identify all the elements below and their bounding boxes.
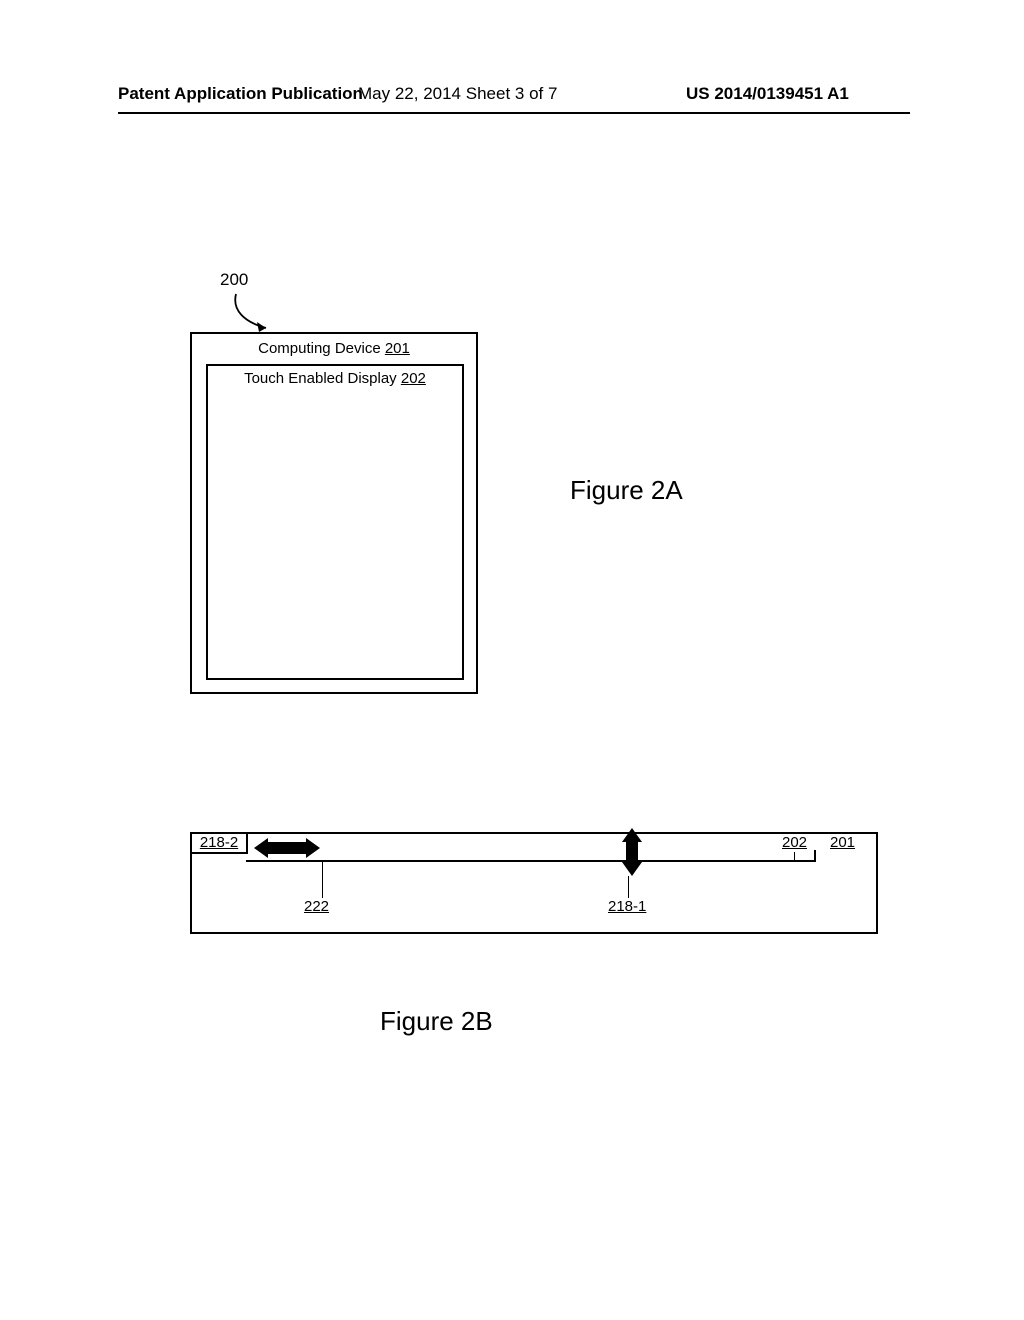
touch-display-ref: 202 (401, 370, 426, 387)
patent-page: Patent Application Publication May 22, 2… (0, 0, 1024, 1320)
ref-218-1-leader (628, 876, 629, 898)
computing-device-text: Computing Device (258, 340, 385, 357)
horizontal-double-arrow-icon (254, 836, 326, 860)
fig2b-shelf (246, 850, 816, 862)
ref-218-2-box: 218-2 (190, 832, 248, 854)
header-right: US 2014/0139451 A1 (686, 84, 849, 104)
header-rule (118, 112, 910, 114)
computing-device-box: Computing Device 201 Touch Enabled Displ… (190, 332, 478, 694)
touch-display-text: Touch Enabled Display (244, 370, 401, 387)
touch-display-label: Touch Enabled Display 202 (208, 370, 462, 387)
ref-222-leader (322, 862, 323, 898)
ref-218-1-label: 218-1 (608, 898, 646, 915)
computing-device-label: Computing Device 201 (192, 340, 476, 357)
vertical-double-arrow-icon (620, 828, 644, 878)
figure-2b: 218-2 222 218-1 202 201 (190, 832, 878, 934)
figure-2b-caption: Figure 2B (380, 1006, 493, 1037)
figure-2a-caption: Figure 2A (570, 475, 683, 506)
ref-200-label: 200 (220, 270, 248, 290)
ref-202-label: 202 (782, 834, 807, 851)
ref-222-label: 222 (304, 898, 329, 915)
header-left: Patent Application Publication (118, 84, 363, 104)
header-middle: May 22, 2014 Sheet 3 of 7 (358, 84, 557, 104)
computing-device-ref: 201 (385, 340, 410, 357)
ref-200-leader-arrow (226, 292, 286, 336)
touch-display-box: Touch Enabled Display 202 (206, 364, 464, 680)
ref-201-label: 201 (830, 834, 855, 851)
